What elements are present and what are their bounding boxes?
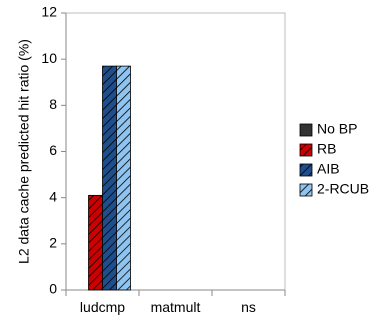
y-axis-title: L2 data cache predicted hit ratio (%): [16, 39, 32, 264]
legend-label: RB: [317, 141, 336, 157]
x-category-label: ludcmp: [80, 299, 125, 315]
legend: No BP RB AIB 2-RCUB: [299, 121, 369, 197]
y-tick-label: 8: [49, 96, 57, 112]
y-axis: 0 2 4 6 8 10 12: [41, 4, 67, 297]
y-tick-label: 2: [49, 235, 57, 251]
bar-rb-ludcmp: [88, 194, 103, 291]
legend-swatch: [299, 163, 313, 177]
legend-swatch: [299, 183, 313, 197]
x-category-label: matmult: [151, 299, 201, 315]
y-tick-label: 0: [49, 281, 57, 297]
legend-label: No BP: [317, 121, 357, 137]
legend-swatch: [299, 143, 313, 157]
legend-swatch: [299, 123, 313, 137]
bar-2-rcub-ludcmp: [116, 65, 131, 291]
legend-label: AIB: [317, 161, 340, 177]
y-tick-label: 10: [41, 50, 57, 66]
y-tick-label: 12: [41, 4, 57, 20]
bar-aib-ludcmp: [102, 65, 117, 291]
x-axis: ludcmp matmult ns: [65, 289, 286, 315]
legend-label: 2-RCUB: [317, 181, 369, 197]
bars: [88, 65, 131, 291]
x-category-label: ns: [241, 299, 256, 315]
y-tick-label: 6: [49, 142, 57, 158]
y-tick-label: 4: [49, 188, 57, 204]
